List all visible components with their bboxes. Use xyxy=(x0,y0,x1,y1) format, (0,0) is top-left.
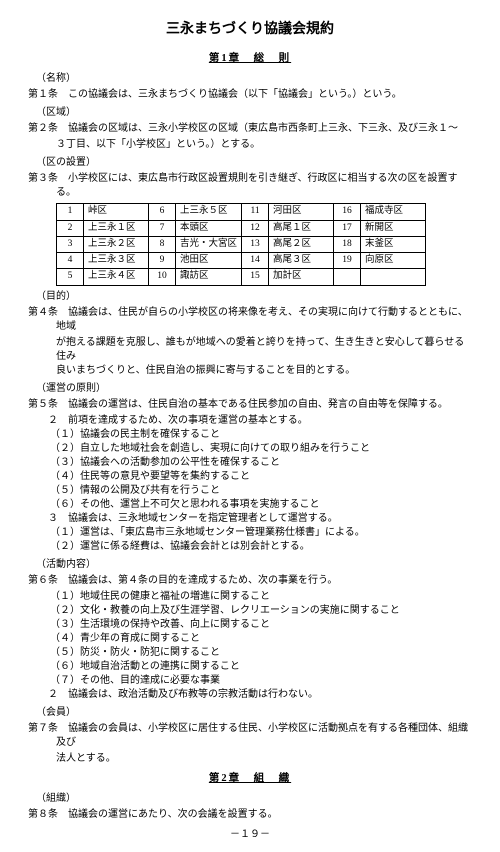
article-3: 第３条 小学校区には、東広島市行政区設置規則を引き継ぎ、行政区に相当する次の区を… xyxy=(28,172,472,200)
table-row: 4上三永３区9池田区14高尾３区19向原区 xyxy=(57,253,426,269)
cell-name: 向原区 xyxy=(361,253,426,269)
list-item: （５）防災・防火・防犯に関すること xyxy=(28,646,472,660)
cell-number: 8 xyxy=(149,236,176,252)
document-page: 三永まちづくり協議会規約 第1章 総 則 （名称） 第１条 この協議会は、三永ま… xyxy=(0,0,500,852)
section-label: （区域） xyxy=(28,106,472,120)
list-item: （２）文化・教養の向上及び生涯学習、レクリエーションの実施に関すること xyxy=(28,604,472,618)
cell-number: 16 xyxy=(334,204,361,220)
cell-name: 上三永３区 xyxy=(84,253,149,269)
cell-name: 加計区 xyxy=(269,269,334,285)
cell-name: 諏訪区 xyxy=(176,269,242,285)
list-item: （１）協議会の民主制を確保すること xyxy=(28,428,472,442)
page-number: －１９－ xyxy=(28,828,472,842)
list-item: （２）自立した地域社会を創造し、実現に向けての取り組みを行うこと xyxy=(28,442,472,456)
cell-name: 上三永１区 xyxy=(84,220,149,236)
cell-name: 上三永４区 xyxy=(84,269,149,285)
section-label: （運営の原則） xyxy=(28,382,472,396)
article-2: 第２条 協議会の区域は、三永小学校区の区域（東広島市西条町上三永、下三永、及び三… xyxy=(28,122,472,136)
list-item: （５）情報の公開及び共有を行うこと xyxy=(28,484,472,498)
list-item: （３）生活環境の保持や改善、向上に関すること xyxy=(28,618,472,632)
list-item: （３）協議会への活動参加の公平性を確保すること xyxy=(28,456,472,470)
article-7: 第７条 協議会の会員は、小学校区に居住する住民、小学校区に活動拠点を有する各種団… xyxy=(28,722,472,750)
cell-number: 3 xyxy=(57,236,84,252)
cell-name: 本頭区 xyxy=(176,220,242,236)
article-5-2: ２ 前項を達成するため、次の事項を運営の基本とする。 xyxy=(28,414,472,428)
article-6: 第６条 協議会は、第４条の目的を達成するため、次の事業を行う。 xyxy=(28,574,472,588)
article-1: 第１条 この協議会は、三永まちづくり協議会（以下「協議会」という。）という。 xyxy=(28,88,472,102)
cell-number: 6 xyxy=(149,204,176,220)
cell-number: 12 xyxy=(242,220,269,236)
list-item: （４）青少年の育成に関すること xyxy=(28,632,472,646)
cell-name: 高尾３区 xyxy=(269,253,334,269)
cell-number xyxy=(334,269,361,285)
cell-number: 18 xyxy=(334,236,361,252)
cell-name: 池田区 xyxy=(176,253,242,269)
list-item: （１）地域住民の健康と福祉の増進に関すること xyxy=(28,590,472,604)
list-item: （４）住民等の意見や要望等を集約すること xyxy=(28,470,472,484)
article-5-3: ３ 協議会は、三永地域センターを指定管理者として運営する。 xyxy=(28,512,472,526)
cell-name: 河田区 xyxy=(269,204,334,220)
cell-number: 2 xyxy=(57,220,84,236)
article-4-cont: 良いまちづくりと、住民自治の振興に寄与することを目的とする。 xyxy=(28,364,472,378)
table-row: 3上三永２区8吉光・大宮区13高尾２区18末釜区 xyxy=(57,236,426,252)
chapter-1-heading: 第1章 総 則 xyxy=(28,52,472,67)
article-5: 第５条 協議会の運営は、住民自治の基本である住民参加の自由、発言の自由等を保障す… xyxy=(28,398,472,412)
cell-number: 9 xyxy=(149,253,176,269)
list-item: （２）運営に係る経費は、協議会会計とは別会計とする。 xyxy=(28,540,472,554)
cell-name: 福成寺区 xyxy=(361,204,426,220)
section-label: （区の設置） xyxy=(28,156,472,170)
article-4: 第４条 協議会は、住民が自らの小学校区の将来像を考え、その実現に向けて行動すると… xyxy=(28,306,472,334)
list-item: （６）地域自治活動との連携に関すること xyxy=(28,660,472,674)
cell-name: 末釜区 xyxy=(361,236,426,252)
article-6-2: ２ 協議会は、政治活動及び布教等の宗教活動は行わない。 xyxy=(28,688,472,702)
cell-number: 10 xyxy=(149,269,176,285)
cell-number: 19 xyxy=(334,253,361,269)
list-item: （１）運営は、「東広島市三永地域センター管理業務仕様書」による。 xyxy=(28,526,472,540)
cell-name: 上三永５区 xyxy=(176,204,242,220)
cell-name: 新開区 xyxy=(361,220,426,236)
cell-name xyxy=(361,269,426,285)
cell-number: 17 xyxy=(334,220,361,236)
cell-name: 峠区 xyxy=(84,204,149,220)
article-4-cont: が抱える課題を克服し、誰もが地域への愛着と誇りを持って、生き生きと安心して暮らせ… xyxy=(28,336,472,364)
section-label: （活動内容） xyxy=(28,558,472,572)
cell-number: 11 xyxy=(242,204,269,220)
cell-name: 高尾１区 xyxy=(269,220,334,236)
table-row: 1峠区6上三永５区11河田区16福成寺区 xyxy=(57,204,426,220)
doc-title: 三永まちづくり協議会規約 xyxy=(28,20,472,40)
cell-number: 1 xyxy=(57,204,84,220)
districts-table: 1峠区6上三永５区11河田区16福成寺区2上三永１区7本頭区12高尾１区17新開… xyxy=(56,203,426,285)
cell-number: 5 xyxy=(57,269,84,285)
section-label: （目的） xyxy=(28,290,472,304)
list-item: （７）その他、目的達成に必要な事業 xyxy=(28,674,472,688)
table-row: 5上三永４区10諏訪区15加計区 xyxy=(57,269,426,285)
cell-number: 13 xyxy=(242,236,269,252)
cell-name: 吉光・大宮区 xyxy=(176,236,242,252)
list-item: （６）その他、運営上不可欠と思われる事項を実施すること xyxy=(28,498,472,512)
table-row: 2上三永１区7本頭区12高尾１区17新開区 xyxy=(57,220,426,236)
cell-number: 7 xyxy=(149,220,176,236)
section-label: （組織） xyxy=(28,792,472,806)
article-2-cont: ３丁目、以下「小学校区」という。）とする。 xyxy=(28,138,472,152)
cell-number: 15 xyxy=(242,269,269,285)
article-7-cont: 法人とする。 xyxy=(28,752,472,766)
article-8: 第８条 協議会の運営にあたり、次の会議を設置する。 xyxy=(28,808,472,822)
cell-number: 4 xyxy=(57,253,84,269)
section-label: （名称） xyxy=(28,72,472,86)
chapter-2-heading: 第2章 組 織 xyxy=(28,772,472,787)
cell-name: 上三永２区 xyxy=(84,236,149,252)
cell-name: 高尾２区 xyxy=(269,236,334,252)
cell-number: 14 xyxy=(242,253,269,269)
